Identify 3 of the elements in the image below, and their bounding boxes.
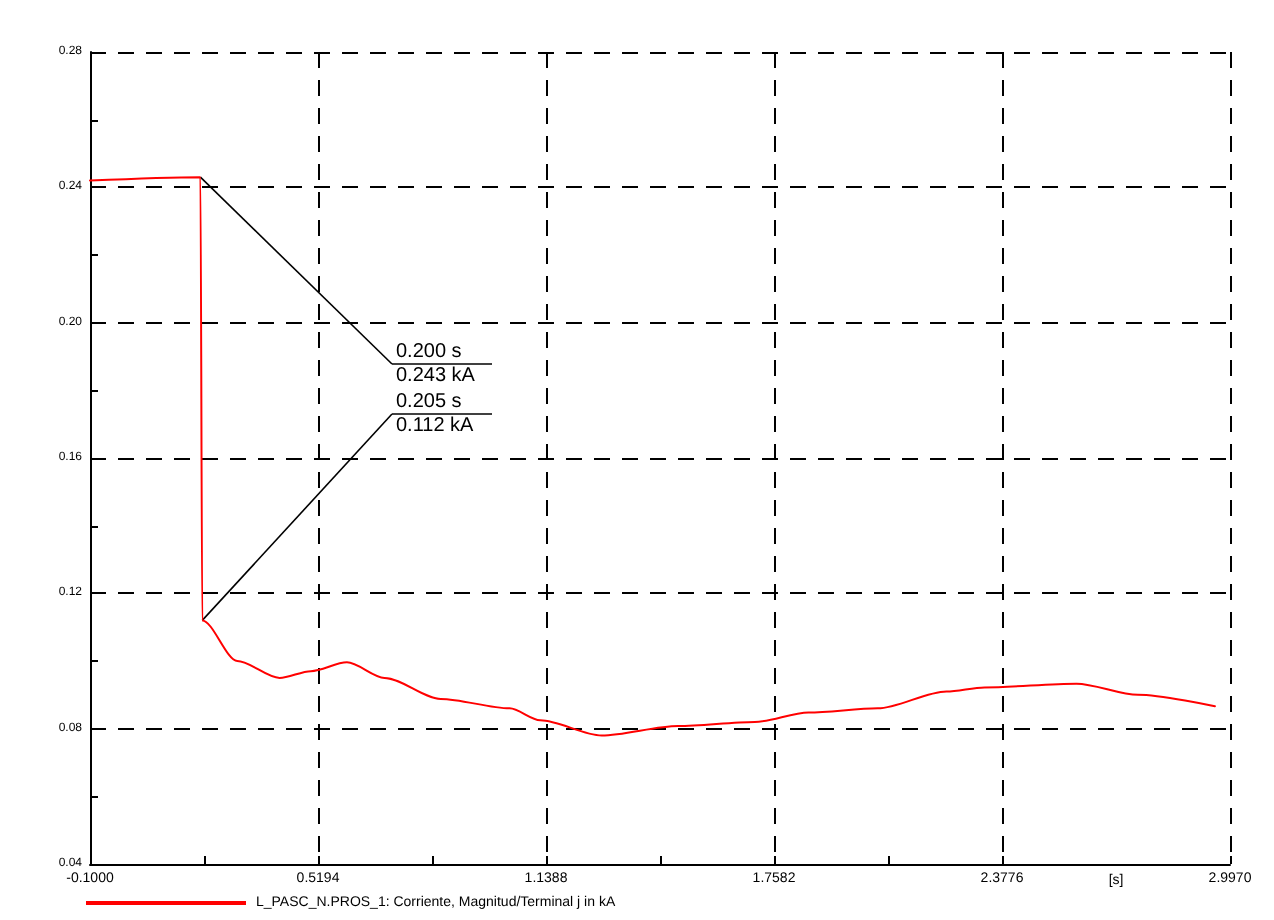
line-series (89, 176, 1216, 737)
annotation: 0.205 s 0.112 kA (396, 391, 475, 437)
annotation: 0.200 s 0.243 kA (396, 341, 476, 387)
